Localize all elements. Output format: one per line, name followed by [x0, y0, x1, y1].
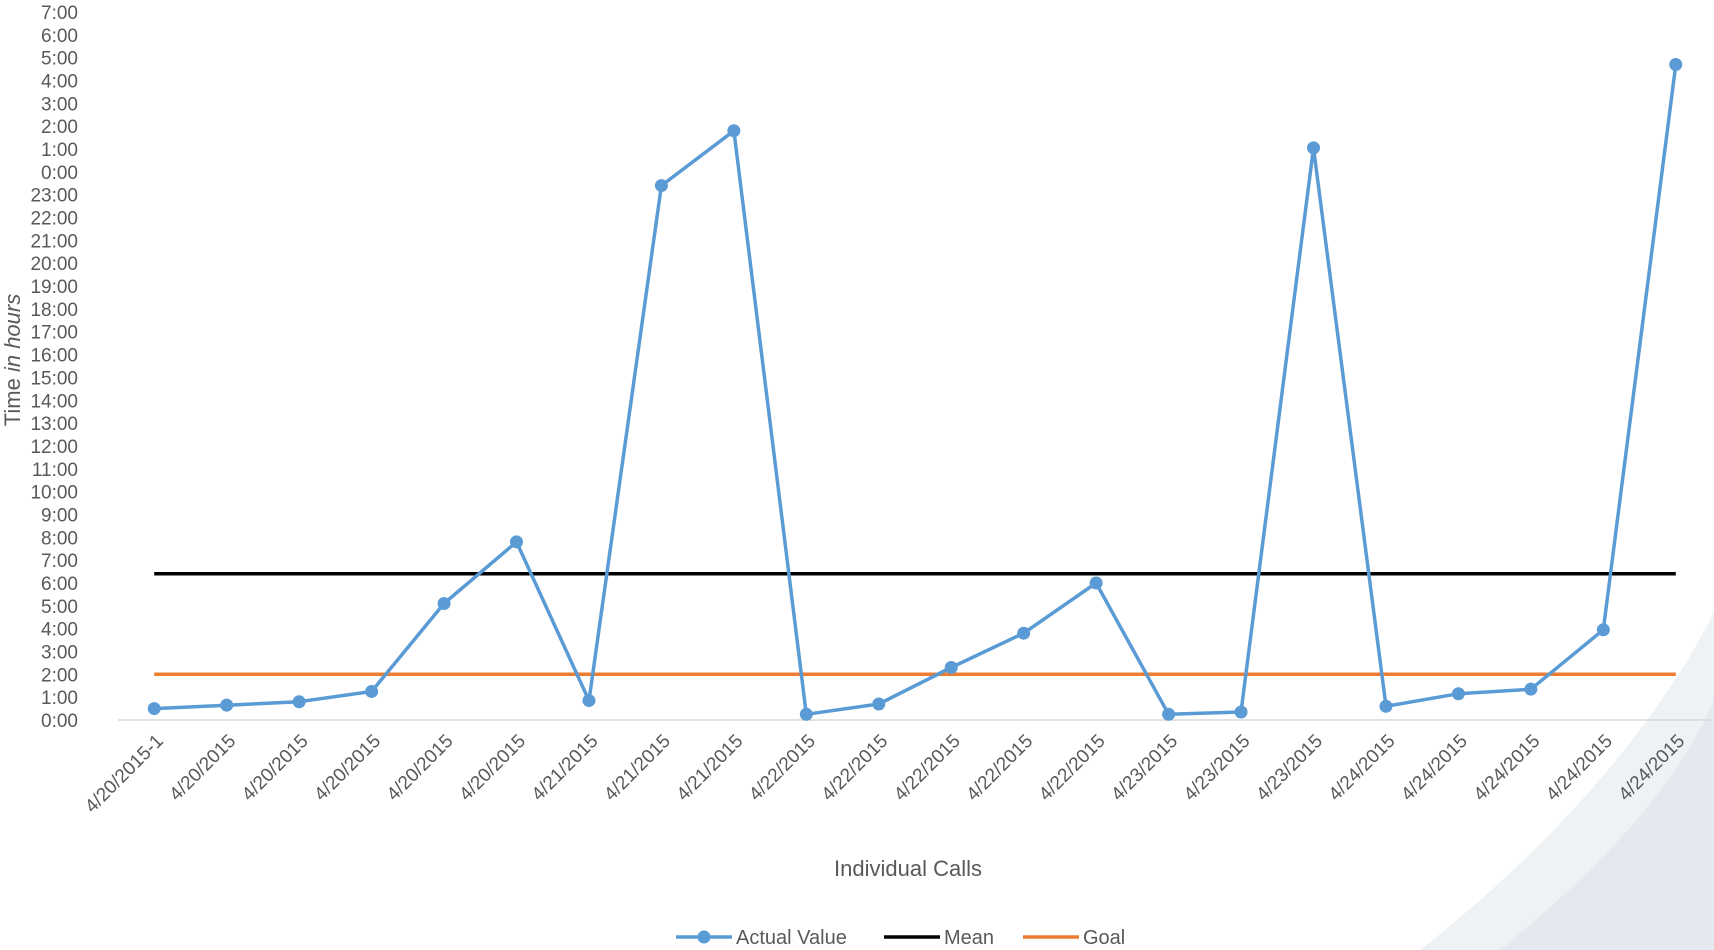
y-tick-label: 9:00	[41, 505, 78, 526]
x-tick-label: 4/20/2015	[166, 731, 241, 806]
x-tick-label: 4/24/2015	[1325, 731, 1400, 806]
y-tick-label: 2:00	[41, 117, 78, 138]
legend-label: Goal	[1083, 927, 1125, 949]
x-tick-label: 4/21/2015	[528, 731, 603, 806]
data-point-actual-value	[1451, 687, 1465, 701]
data-point-actual-value	[799, 707, 813, 721]
y-tick-label: 7:00	[41, 3, 78, 24]
x-axis-tick-labels: 4/20/2015-14/20/20154/20/20154/20/20154/…	[81, 731, 1689, 818]
legend-label: Actual Value	[736, 927, 847, 949]
data-point-actual-value	[1524, 682, 1538, 696]
x-tick-label: 4/20/2015	[238, 731, 313, 806]
data-point-actual-value	[1379, 699, 1393, 713]
y-tick-label: 20:00	[30, 254, 78, 275]
y-tick-label: 21:00	[30, 231, 78, 252]
y-tick-label: 2:00	[41, 665, 78, 686]
x-tick-label: 4/22/2015	[1035, 731, 1110, 806]
x-tick-label: 4/20/2015	[383, 731, 458, 806]
x-tick-label: 4/22/2015	[745, 731, 820, 806]
y-tick-label: 4:00	[41, 620, 78, 641]
y-axis-tick-labels: 0:001:002:003:004:005:006:007:008:009:00…	[30, 3, 78, 732]
y-tick-label: 1:00	[41, 140, 78, 161]
x-tick-label: 4/24/2015	[1470, 731, 1545, 806]
x-tick-label: 4/24/2015	[1397, 731, 1472, 806]
data-point-actual-value	[1089, 576, 1103, 590]
data-point-actual-value	[1669, 58, 1683, 72]
y-axis-title-prefix: Time	[0, 372, 25, 426]
x-tick-label: 4/23/2015	[1180, 731, 1255, 806]
data-point-actual-value	[1234, 705, 1248, 719]
y-tick-label: 15:00	[30, 368, 78, 389]
legend-label: Mean	[944, 927, 994, 949]
y-tick-label: 17:00	[30, 323, 78, 344]
x-tick-label: 4/20/2015	[455, 731, 530, 806]
y-tick-label: 11:00	[32, 460, 78, 481]
y-tick-label: 0:00	[41, 711, 78, 732]
y-axis-title: Time in hours	[0, 294, 25, 426]
x-tick-label: 4/21/2015	[673, 731, 748, 806]
y-tick-label: 13:00	[30, 414, 78, 435]
x-tick-label: 4/21/2015	[600, 731, 675, 806]
data-point-actual-value	[1307, 141, 1320, 155]
series-lines	[154, 64, 1678, 717]
series-markers	[147, 58, 1683, 721]
x-tick-label: 4/22/2015	[890, 731, 965, 806]
x-tick-label: 4/23/2015	[1108, 731, 1183, 806]
data-point-actual-value	[944, 660, 958, 674]
data-point-actual-value	[220, 698, 234, 712]
data-point-actual-value	[1162, 707, 1176, 721]
data-point-actual-value	[654, 179, 668, 193]
x-axis-title: Individual Calls	[834, 856, 982, 881]
y-tick-label: 22:00	[30, 209, 78, 230]
x-tick-label: 4/20/2015	[311, 731, 386, 806]
data-point-actual-value	[292, 695, 306, 709]
y-tick-label: 3:00	[41, 94, 78, 115]
legend-item-goal: Goal	[1023, 927, 1125, 949]
y-tick-label: 12:00	[30, 437, 78, 458]
legend-marker	[697, 930, 711, 944]
legend-item-actual-value: Actual Value	[676, 927, 847, 949]
y-tick-label: 3:00	[41, 642, 78, 663]
data-point-actual-value	[1596, 623, 1610, 637]
y-tick-label: 4:00	[41, 72, 78, 93]
x-tick-label: 4/20/2015-1	[81, 731, 168, 818]
y-tick-label: 5:00	[41, 597, 78, 618]
data-point-actual-value	[1017, 626, 1031, 640]
y-tick-label: 19:00	[30, 277, 78, 298]
y-tick-label: 8:00	[41, 528, 78, 549]
y-tick-label: 6:00	[41, 26, 78, 47]
data-point-actual-value	[727, 124, 741, 138]
y-axis-title-italic: in hours	[0, 294, 25, 372]
y-tick-label: 10:00	[30, 483, 78, 504]
data-point-actual-value	[872, 697, 886, 711]
data-point-actual-value	[147, 702, 161, 716]
data-point-actual-value	[510, 535, 523, 549]
y-tick-label: 7:00	[41, 551, 78, 572]
legend: Actual Value Mean Goal	[676, 927, 1125, 949]
x-tick-label: 4/23/2015	[1252, 731, 1327, 806]
y-tick-label: 5:00	[41, 49, 78, 70]
legend-item-mean: Mean	[884, 927, 994, 949]
y-tick-label: 0:00	[41, 163, 78, 184]
data-point-actual-value	[582, 694, 596, 708]
y-tick-label: 6:00	[41, 574, 78, 595]
y-tick-label: 1:00	[41, 688, 78, 709]
y-tick-label: 18:00	[30, 300, 78, 321]
y-tick-label: 14:00	[30, 391, 78, 412]
x-tick-label: 4/22/2015	[818, 731, 893, 806]
series-line-actual-value	[154, 64, 1678, 717]
y-tick-label: 16:00	[30, 346, 78, 367]
data-point-actual-value	[437, 597, 451, 611]
x-tick-label: 4/22/2015	[963, 731, 1038, 806]
data-point-actual-value	[365, 684, 379, 698]
background-swoosh-decoration	[1420, 612, 1714, 950]
y-tick-label: 23:00	[30, 186, 78, 207]
